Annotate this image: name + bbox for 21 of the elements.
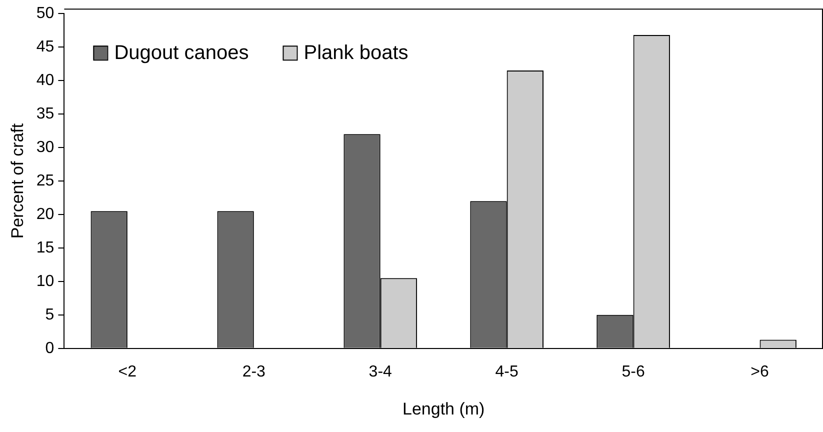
x-tick-label: 2-3 bbox=[242, 363, 266, 380]
x-tick-label: 4-5 bbox=[495, 363, 518, 380]
y-tick-label: 35 bbox=[36, 105, 54, 122]
y-tick-label: 45 bbox=[36, 38, 54, 56]
x-axis-title: Length (m) bbox=[402, 399, 485, 418]
y-tick-label: 5 bbox=[45, 306, 54, 324]
x-tick-label: 3-4 bbox=[368, 363, 392, 380]
y-tick-label: 30 bbox=[36, 138, 54, 156]
y-tick-label: 15 bbox=[36, 239, 54, 256]
y-tick-label: 50 bbox=[36, 5, 54, 22]
y-tick-label: 25 bbox=[36, 172, 54, 190]
x-tick-label: 5-6 bbox=[622, 363, 645, 380]
y-tick-label: 10 bbox=[36, 272, 54, 290]
legend-label: Plank boats bbox=[304, 42, 408, 64]
x-tick-label: <2 bbox=[118, 363, 137, 380]
y-tick-label: 40 bbox=[36, 72, 54, 89]
x-tick-label: >6 bbox=[750, 363, 769, 380]
y-tick-label: 0 bbox=[45, 340, 54, 357]
y-tick-label: 20 bbox=[36, 206, 54, 223]
y-axis-title: Percent of craft bbox=[8, 123, 27, 239]
legend-label: Dugout canoes bbox=[114, 42, 249, 64]
